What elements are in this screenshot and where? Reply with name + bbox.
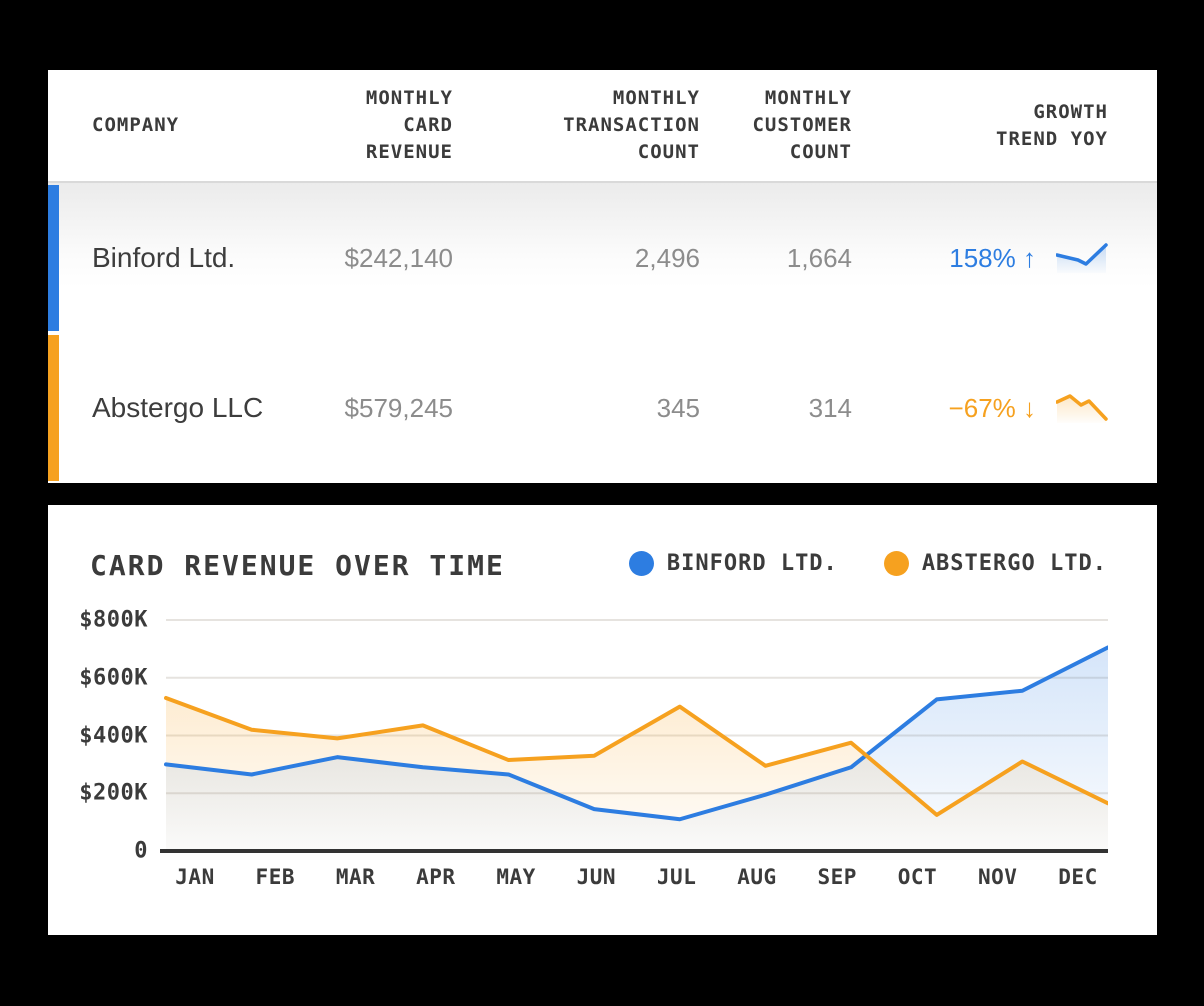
table-body: Binford Ltd. $242,140 2,496 1,664 158% ↑… [48,181,1157,483]
column-header-monthly-customer-count: MONTHLY CUSTOMER COUNT [752,87,852,163]
column-header-growth-trend-yoy: GROWTH TREND YOY [996,100,1108,150]
y-axis-tick-label: $400K [79,723,148,748]
chart-title: CARD REVENUE OVER TIME [90,549,505,582]
x-axis-month-label: JAN [175,865,215,889]
x-axis-month-label: MAR [335,865,376,889]
monthly-card-revenue-value: $579,245 [344,392,453,423]
legend-label: ABSTERGO LTD. [921,551,1107,576]
y-axis-tick-label: $200K [79,780,148,806]
x-axis-month-labels: JAN FEB MAR APR MAY JUN JUL AUG SEP OCT NOV DEC [166,865,1108,895]
trend-up-sparkline-icon [1056,243,1108,273]
company-metrics-table: COMPANY MONTHLY CARD REVENUE MONTHLY TRA… [48,70,1157,483]
revenue-line-chart-plot[interactable] [160,600,1108,856]
y-axis-tick-label: $600K [79,665,148,691]
x-axis-month-label: APR [416,865,456,889]
x-axis-month-label: AUG [737,865,777,889]
trend-down-sparkline-icon [1056,394,1108,423]
row-accent-bar [48,335,59,481]
monthly-customer-count-value: 1,664 [786,242,852,273]
y-axis-tick-label: $800K [79,607,148,633]
y-axis-tick-label: 0 [134,838,148,864]
column-header-monthly-transaction-count: MONTHLY TRANSACTION COUNT [563,87,700,163]
x-axis-month-label: NOV [978,865,1018,889]
legend-item-abstergo[interactable]: ABSTERGO LTD. [883,551,1107,576]
binford-legend-dot-icon [628,551,654,576]
column-header-company: COMPANY [92,114,180,136]
y-axis-labels: $800K $600K $400K $200K 0 [48,505,148,935]
monthly-transaction-count-value: 345 [656,392,700,423]
monthly-transaction-count-value: 2,496 [634,242,700,273]
x-axis-month-label: JUN [576,865,617,889]
x-axis-month-label: FEB [255,865,295,889]
x-axis-month-label: MAY [496,865,536,889]
monthly-customer-count-value: 314 [808,392,852,423]
chart-legend: BINFORD LTD. ABSTERGO LTD. [628,551,1107,576]
company-name: Binford Ltd. [92,242,236,273]
growth-percent-value: −67% ↓ [948,392,1036,423]
table-header-row: COMPANY MONTHLY CARD REVENUE MONTHLY TRA… [48,70,1157,181]
monthly-card-revenue-value: $242,140 [344,242,453,273]
table-row-abstergo[interactable]: Abstergo LLC $579,245 345 314 −67% ↓ [48,333,1157,483]
x-axis-month-label: SEP [817,865,857,889]
column-header-monthly-card-revenue: MONTHLY CARD REVENUE [365,87,453,163]
x-axis-month-label: OCT [897,865,938,889]
x-axis-month-label: JUL [656,865,697,889]
card-revenue-chart-card: CARD REVENUE OVER TIME BINFORD LTD. ABST… [48,505,1157,935]
growth-trend-cell: −67% ↓ [852,393,1108,424]
legend-item-binford[interactable]: BINFORD LTD. [628,551,838,576]
legend-label: BINFORD LTD. [666,551,838,576]
x-axis-month-label: DEC [1058,865,1098,889]
table-row-binford[interactable]: Binford Ltd. $242,140 2,496 1,664 158% ↑ [48,183,1157,333]
growth-trend-cell: 158% ↑ [852,243,1108,274]
company-name: Abstergo LLC [92,392,264,423]
row-accent-bar [48,185,59,331]
growth-percent-value: 158% ↑ [949,242,1036,273]
abstergo-legend-dot-icon [883,551,909,576]
